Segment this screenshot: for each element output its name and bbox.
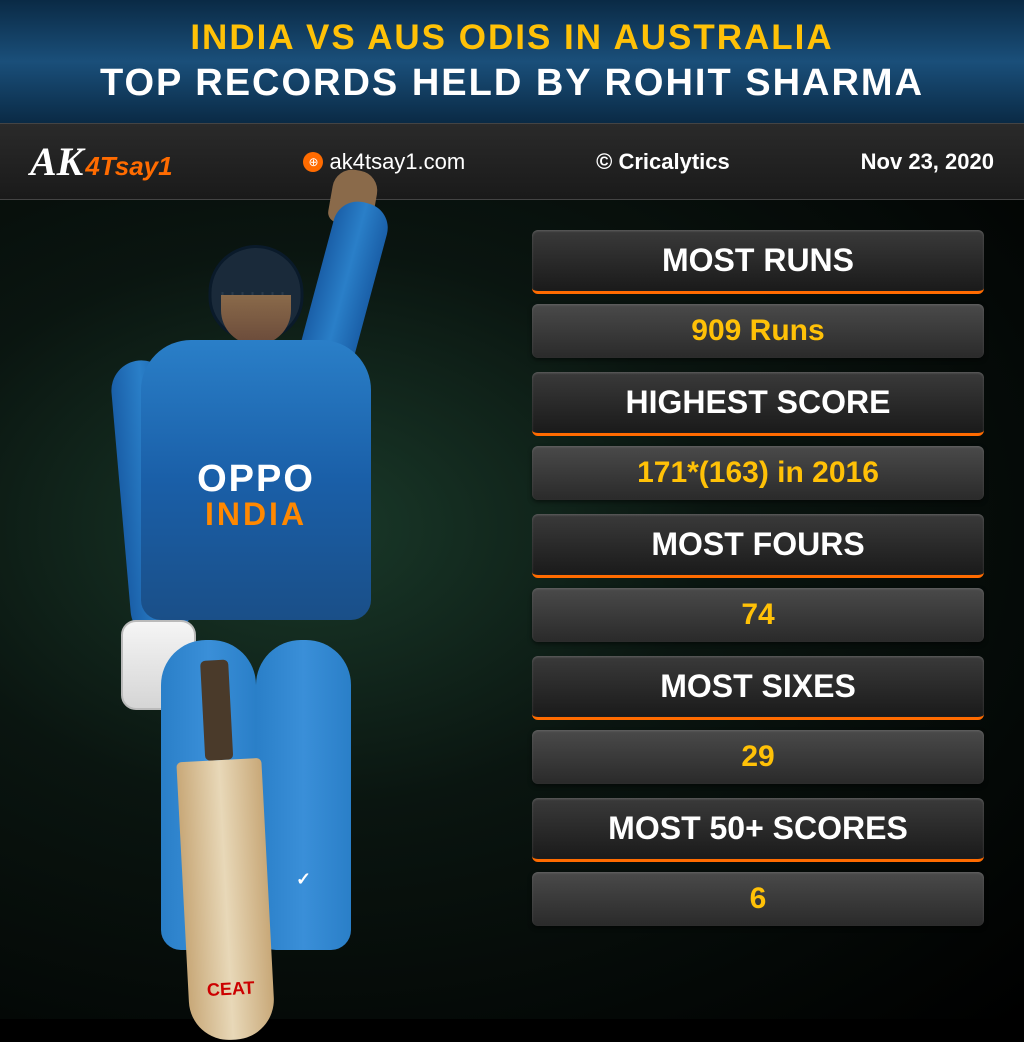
date-text: Nov 23, 2020 [861,149,994,175]
bat-blade: CEAT [176,758,276,1042]
stats-section: MOST RUNS 909 Runs HIGHEST SCORE 171*(16… [512,200,1024,1019]
infographic-container: INDIA VS AUS ODIS IN AUSTRALIA TOP RECOR… [0,0,1024,1019]
pad-brand-right: ✓ [296,869,311,890]
main-content: OPPO INDIA ✓ ✓ CEAT [0,200,1024,1019]
player-image: OPPO INDIA ✓ ✓ CEAT [66,230,446,1010]
stat-label: MOST 50+ SCORES [532,798,984,862]
header-section: INDIA VS AUS ODIS IN AUSTRALIA TOP RECOR… [0,0,1024,123]
jersey-sponsor: OPPO [197,458,315,501]
stat-block-sixes: MOST SIXES 29 [532,656,984,784]
stat-label: HIGHEST SCORE [532,372,984,436]
stat-value: 29 [532,730,984,784]
stat-value: 171*(163) in 2016 [532,446,984,500]
stat-block-fours: MOST FOURS 74 [532,514,984,642]
logo: AK 4Tsay1 [30,138,173,185]
player-pad-right: ✓ [256,640,351,950]
stat-block-highscore: HIGHEST SCORE 171*(163) in 2016 [532,372,984,500]
player-jersey: OPPO INDIA [141,340,371,620]
bat-brand: CEAT [206,978,255,1001]
copyright-text: © Cricalytics [596,149,730,175]
player-face [221,295,291,345]
stat-value: 909 Runs [532,304,984,358]
player-section: OPPO INDIA ✓ ✓ CEAT [0,200,512,1019]
header-title-line2: TOP RECORDS HELD BY ROHIT SHARMA [20,62,1004,105]
stat-label: MOST FOURS [532,514,984,578]
stat-value: 74 [532,588,984,642]
stat-label: MOST RUNS [532,230,984,294]
stat-block-fifties: MOST 50+ SCORES 6 [532,798,984,926]
stat-block-runs: MOST RUNS 909 Runs [532,230,984,358]
bat-handle [200,660,233,761]
stat-value: 6 [532,872,984,926]
stat-label: MOST SIXES [532,656,984,720]
globe-icon: ⊕ [303,152,323,172]
jersey-team: INDIA [205,496,307,533]
website-url: ⊕ ak4tsay1.com [303,149,465,175]
info-bar: AK 4Tsay1 ⊕ ak4tsay1.com © Cricalytics N… [0,123,1024,200]
header-title-line1: INDIA VS AUS ODIS IN AUSTRALIA [20,18,1004,58]
logo-suffix: 4Tsay1 [85,151,172,182]
logo-prefix: AK [30,138,83,185]
